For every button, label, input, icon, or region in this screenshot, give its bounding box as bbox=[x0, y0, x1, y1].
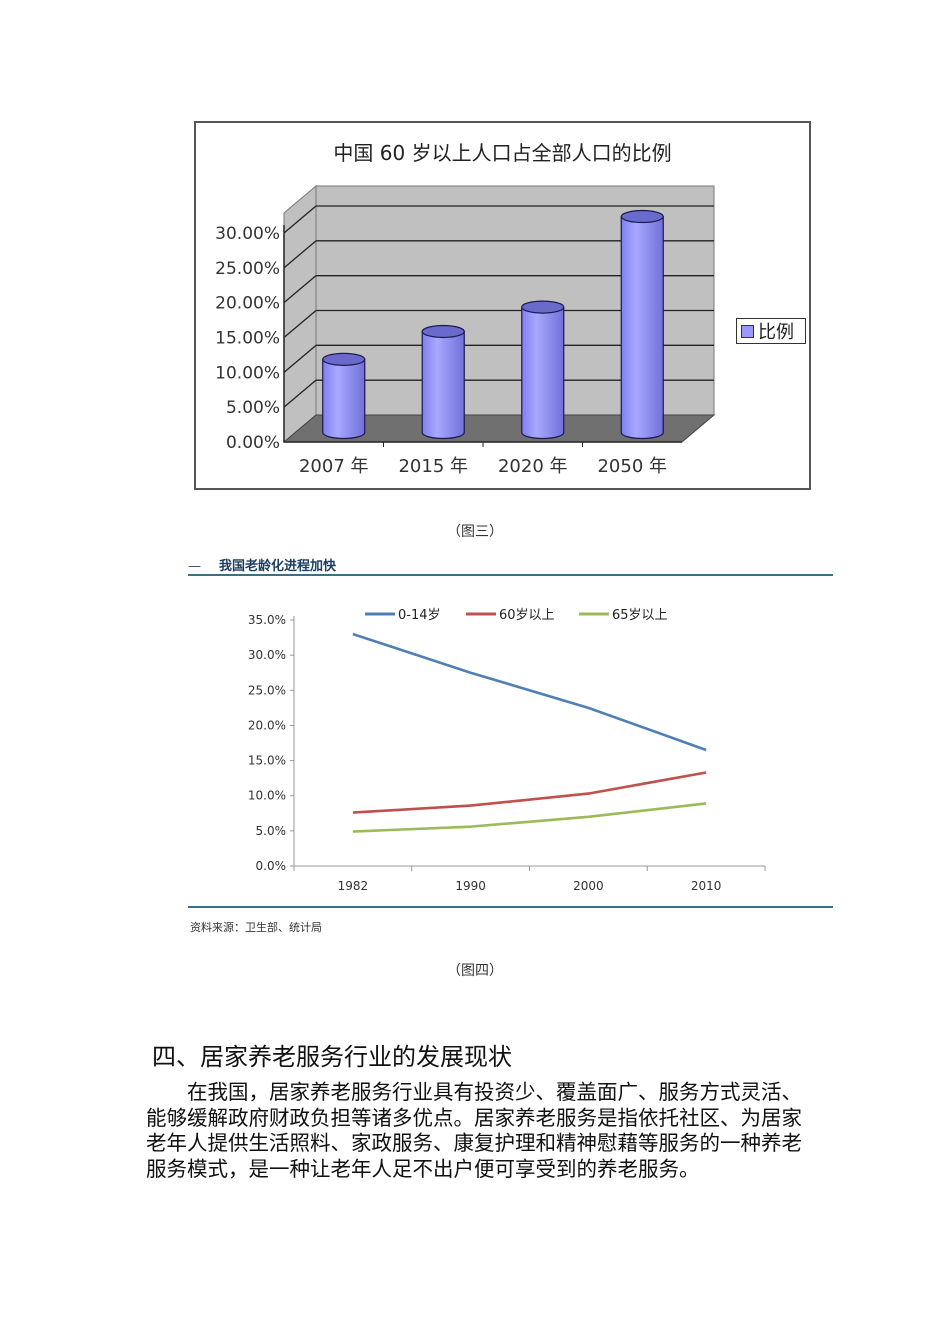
svg-text:1990: 1990 bbox=[455, 879, 486, 893]
svg-text:25.00%: 25.00% bbox=[215, 259, 280, 279]
svg-text:2015 年: 2015 年 bbox=[398, 456, 468, 477]
svg-text:2020 年: 2020 年 bbox=[498, 456, 568, 477]
chart-title: 中国 60 岁以上人口占全部人口的比例 bbox=[333, 141, 672, 165]
bar-chart-plot: 0.00% 5.00% 10.00% 15.00% 20.00% 25.00% 30.00%… bbox=[215, 184, 716, 477]
svg-text:0.00%: 0.00% bbox=[226, 433, 280, 453]
svg-text:65岁以上: 65岁以上 bbox=[612, 608, 668, 623]
svg-text:30.0%: 30.0% bbox=[248, 648, 286, 662]
svg-text:20.0%: 20.0% bbox=[248, 718, 286, 732]
svg-text:15.0%: 15.0% bbox=[248, 754, 286, 768]
legend-swatch-icon bbox=[741, 324, 754, 338]
figure-3-caption: （图三） bbox=[447, 524, 503, 540]
figure-4-caption: （图四） bbox=[447, 963, 503, 979]
svg-text:25.0%: 25.0% bbox=[248, 683, 286, 697]
svg-text:20.00%: 20.00% bbox=[215, 294, 280, 314]
svg-text:2010: 2010 bbox=[691, 879, 722, 893]
header-rule bbox=[188, 574, 833, 576]
header-title: 我国老龄化进程加快 bbox=[219, 559, 337, 574]
svg-text:2050 年: 2050 年 bbox=[597, 456, 667, 477]
svg-text:30.00%: 30.00% bbox=[215, 224, 280, 244]
svg-text:1982: 1982 bbox=[338, 879, 369, 893]
svg-text:15.00%: 15.00% bbox=[215, 329, 280, 349]
legend-label: 比例 bbox=[758, 322, 794, 343]
footer-rule bbox=[188, 906, 833, 908]
svg-text:5.0%: 5.0% bbox=[256, 824, 287, 838]
svg-text:0.0%: 0.0% bbox=[256, 859, 287, 873]
section-heading: 四、居家养老服务行业的发展现状 bbox=[152, 1043, 512, 1071]
svg-text:2000: 2000 bbox=[573, 879, 604, 893]
svg-text:5.00%: 5.00% bbox=[226, 398, 280, 418]
svg-text:2007 年: 2007 年 bbox=[299, 456, 369, 477]
svg-text:10.00%: 10.00% bbox=[215, 363, 280, 383]
svg-text:60岁以上: 60岁以上 bbox=[499, 608, 555, 623]
figure-4-header: — 我国老龄化进程加快 bbox=[188, 555, 336, 574]
svg-text:10.0%: 10.0% bbox=[248, 789, 286, 803]
section-paragraph: 在我国，居家养老服务行业具有投资少、覆盖面广、服务方式灵活、能够缓解政府财政负担… bbox=[146, 1080, 802, 1181]
chart-legend: 比例 bbox=[736, 318, 806, 344]
data-source: 资料来源：卫生部、统计局 bbox=[190, 921, 322, 934]
line-chart-plot: 0.0% 5.0% 10.0% 15.0% 20.0% 25.0% 30.0% 35.0% 19… bbox=[248, 608, 766, 893]
figure-3-bar-chart: 中国 60 岁以上人口占全部人口的比例 0.00% 5.00% 10.00% 15.0… bbox=[194, 121, 811, 490]
header-dash: — bbox=[188, 559, 201, 574]
svg-text:35.0%: 35.0% bbox=[248, 613, 286, 627]
svg-text:0-14岁: 0-14岁 bbox=[398, 608, 441, 623]
